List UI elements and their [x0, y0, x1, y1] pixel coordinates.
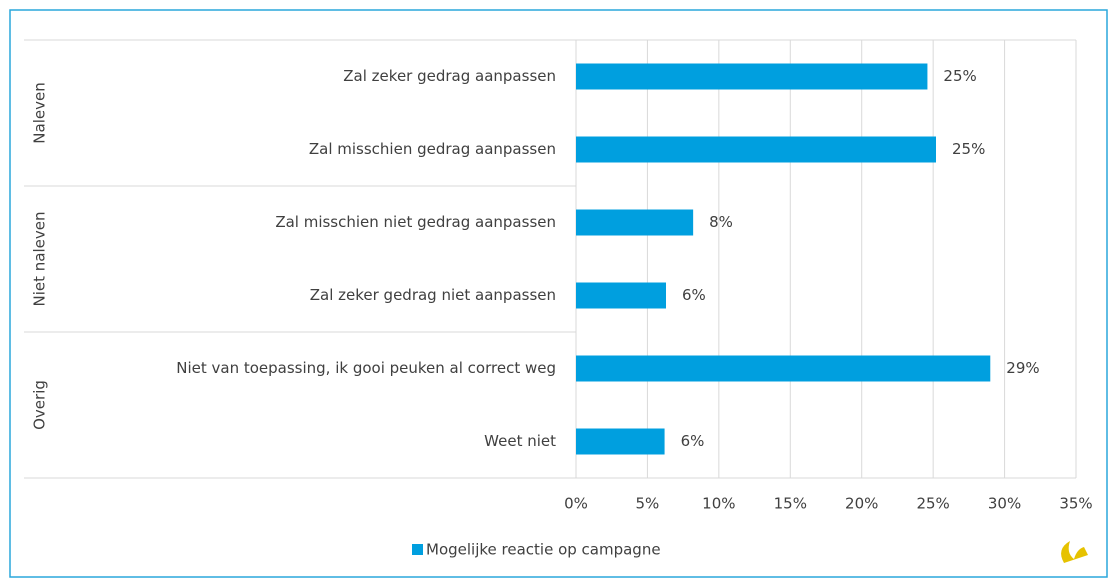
x-tick-label: 20%: [845, 495, 878, 513]
legend-label: Mogelijke reactie op campagne: [426, 541, 661, 559]
legend-swatch: [412, 544, 423, 555]
data-label: 25%: [952, 140, 985, 158]
bar: [576, 63, 928, 90]
data-label: 8%: [709, 213, 733, 231]
data-label: 6%: [682, 286, 706, 304]
bar: [576, 282, 666, 309]
x-tick-label: 35%: [1059, 495, 1092, 513]
bar: [576, 209, 694, 236]
data-label: 6%: [681, 432, 705, 450]
x-tick-label: 0%: [564, 495, 588, 513]
y-tick-label: Zal misschien gedrag aanpassen: [309, 140, 556, 158]
bar: [576, 428, 665, 455]
bar: [576, 136, 936, 163]
x-tick-label: 5%: [636, 495, 660, 513]
group-label: Naleven: [31, 82, 49, 143]
y-tick-label: Weet niet: [484, 432, 556, 450]
x-tick-label: 15%: [774, 495, 807, 513]
y-tick-label: Zal zeker gedrag aanpassen: [343, 67, 556, 85]
x-tick-label: 10%: [702, 495, 735, 513]
x-tick-label: 25%: [916, 495, 949, 513]
logo: [1061, 541, 1088, 563]
y-tick-label: Niet van toepassing, ik gooi peuken al c…: [176, 359, 556, 377]
frame: [9, 9, 1108, 578]
data-label: 29%: [1006, 359, 1039, 377]
y-tick-label: Zal zeker gedrag niet aanpassen: [310, 286, 556, 304]
data-label: 25%: [943, 67, 976, 85]
bar: [576, 355, 991, 382]
y-tick-label: Zal misschien niet gedrag aanpassen: [275, 213, 556, 231]
group-label: Overig: [31, 380, 49, 430]
x-tick-label: 30%: [988, 495, 1021, 513]
group-label: Niet naleven: [31, 212, 49, 307]
